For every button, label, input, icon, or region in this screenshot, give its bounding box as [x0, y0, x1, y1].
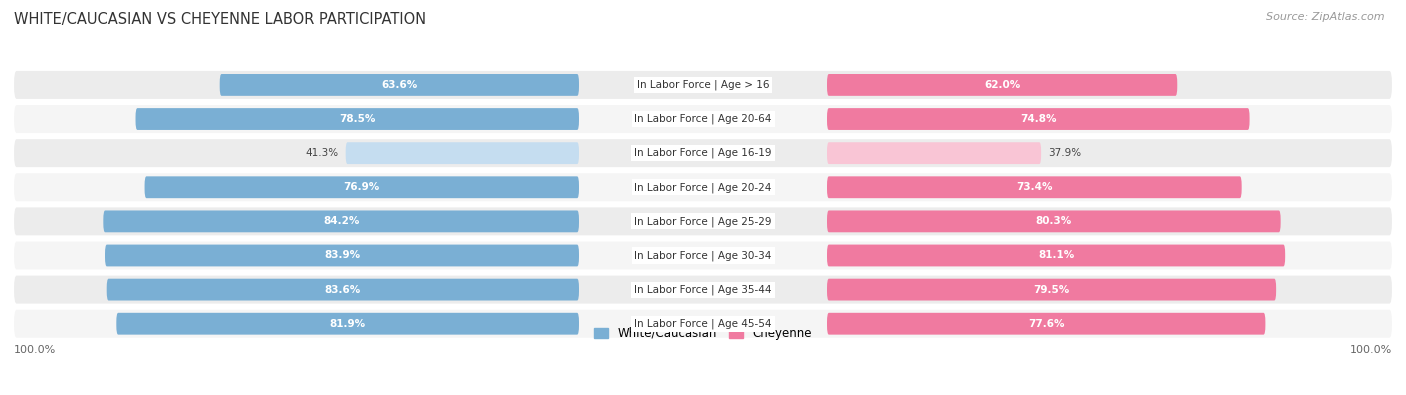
Text: 81.1%: 81.1%: [1038, 250, 1074, 260]
Text: 77.6%: 77.6%: [1028, 319, 1064, 329]
FancyBboxPatch shape: [827, 279, 1277, 301]
Text: 83.9%: 83.9%: [323, 250, 360, 260]
FancyBboxPatch shape: [135, 108, 579, 130]
FancyBboxPatch shape: [14, 105, 1392, 133]
FancyBboxPatch shape: [105, 245, 579, 266]
FancyBboxPatch shape: [14, 241, 1392, 269]
Text: Source: ZipAtlas.com: Source: ZipAtlas.com: [1267, 12, 1385, 22]
Text: In Labor Force | Age 20-24: In Labor Force | Age 20-24: [634, 182, 772, 192]
Text: In Labor Force | Age 16-19: In Labor Force | Age 16-19: [634, 148, 772, 158]
Text: 62.0%: 62.0%: [984, 80, 1021, 90]
Text: 100.0%: 100.0%: [14, 345, 56, 355]
Text: 83.6%: 83.6%: [325, 285, 361, 295]
FancyBboxPatch shape: [14, 71, 1392, 99]
FancyBboxPatch shape: [827, 108, 1250, 130]
Text: 100.0%: 100.0%: [1350, 345, 1392, 355]
Text: In Labor Force | Age 45-54: In Labor Force | Age 45-54: [634, 318, 772, 329]
FancyBboxPatch shape: [827, 142, 1040, 164]
Text: 37.9%: 37.9%: [1047, 148, 1081, 158]
Text: In Labor Force | Age 25-29: In Labor Force | Age 25-29: [634, 216, 772, 227]
Text: In Labor Force | Age 35-44: In Labor Force | Age 35-44: [634, 284, 772, 295]
FancyBboxPatch shape: [827, 245, 1285, 266]
FancyBboxPatch shape: [827, 211, 1281, 232]
Text: 78.5%: 78.5%: [339, 114, 375, 124]
Text: 74.8%: 74.8%: [1019, 114, 1056, 124]
Text: 79.5%: 79.5%: [1033, 285, 1070, 295]
FancyBboxPatch shape: [145, 176, 579, 198]
FancyBboxPatch shape: [827, 176, 1241, 198]
Text: 81.9%: 81.9%: [329, 319, 366, 329]
FancyBboxPatch shape: [117, 313, 579, 335]
FancyBboxPatch shape: [14, 310, 1392, 338]
FancyBboxPatch shape: [14, 207, 1392, 235]
Text: 76.9%: 76.9%: [343, 182, 380, 192]
Text: In Labor Force | Age > 16: In Labor Force | Age > 16: [637, 80, 769, 90]
Text: In Labor Force | Age 20-64: In Labor Force | Age 20-64: [634, 114, 772, 124]
Text: 73.4%: 73.4%: [1017, 182, 1053, 192]
FancyBboxPatch shape: [14, 173, 1392, 201]
FancyBboxPatch shape: [827, 313, 1265, 335]
FancyBboxPatch shape: [346, 142, 579, 164]
FancyBboxPatch shape: [103, 211, 579, 232]
Text: WHITE/CAUCASIAN VS CHEYENNE LABOR PARTICIPATION: WHITE/CAUCASIAN VS CHEYENNE LABOR PARTIC…: [14, 12, 426, 27]
FancyBboxPatch shape: [219, 74, 579, 96]
Text: 80.3%: 80.3%: [1036, 216, 1071, 226]
Text: 41.3%: 41.3%: [305, 148, 339, 158]
FancyBboxPatch shape: [14, 139, 1392, 167]
FancyBboxPatch shape: [14, 276, 1392, 304]
Text: 63.6%: 63.6%: [381, 80, 418, 90]
Legend: White/Caucasian, Cheyenne: White/Caucasian, Cheyenne: [589, 322, 817, 345]
FancyBboxPatch shape: [107, 279, 579, 301]
Text: In Labor Force | Age 30-34: In Labor Force | Age 30-34: [634, 250, 772, 261]
FancyBboxPatch shape: [827, 74, 1177, 96]
Text: 84.2%: 84.2%: [323, 216, 360, 226]
